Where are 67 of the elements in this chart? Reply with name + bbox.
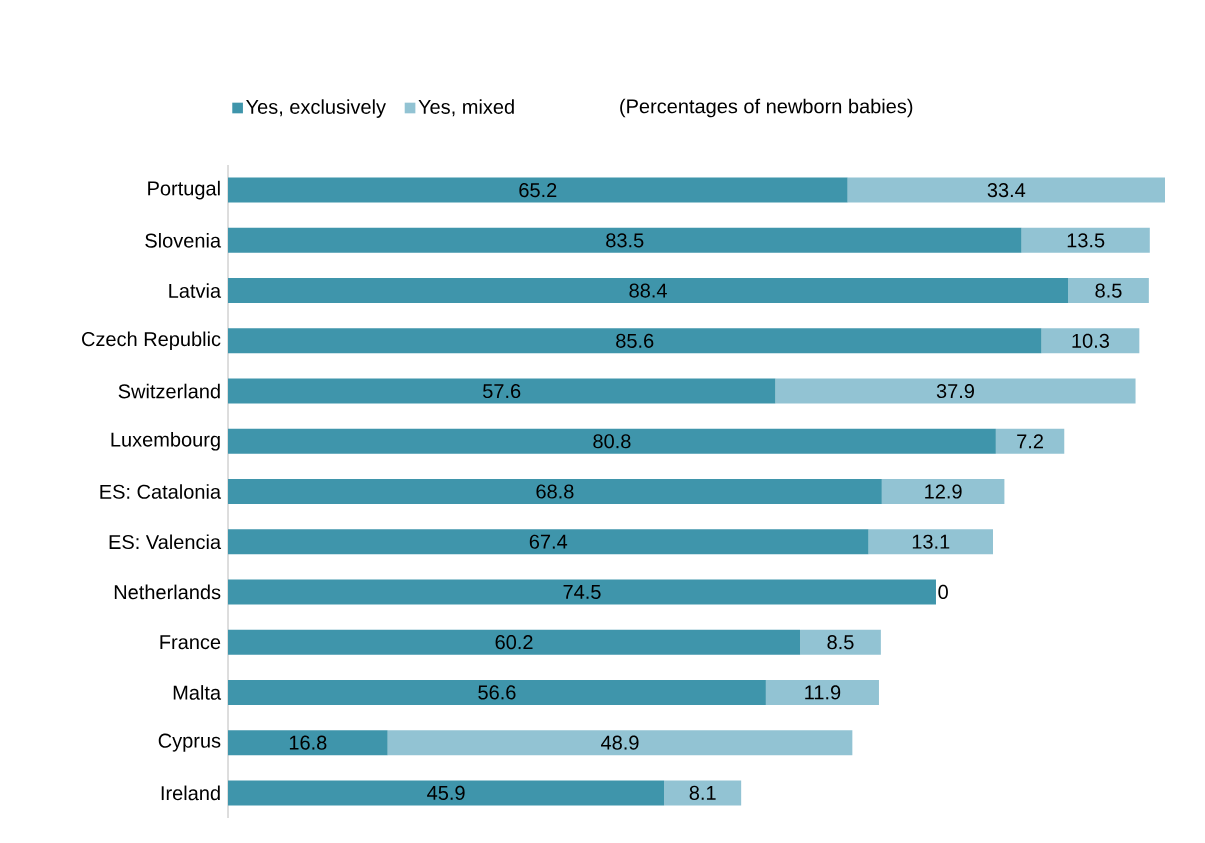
y-tick-label: France [160,635,221,650]
bar [765,679,879,705]
bar [228,378,776,404]
data-label: 48.9 [601,735,639,750]
bar [228,629,801,655]
y-tick-label: Switzerland [118,383,220,399]
bar [228,428,996,454]
y-tick-label: Malta [173,685,222,700]
y-tick-label: Netherlands [114,584,221,600]
bar [847,177,1165,203]
bar [775,378,1136,404]
data-label: 8.1 [689,785,716,800]
y-tick-label: Latvia [169,283,222,298]
data-label: 56.6 [478,685,516,700]
data-label: 85.6 [616,333,654,348]
data-label: 13.1 [912,534,950,549]
data-label: 65.2 [519,183,557,198]
data-label: 68.8 [536,484,574,499]
bar [1041,328,1140,354]
data-label: 8.5 [827,635,854,650]
data-label: 80.8 [593,434,631,449]
y-tick-label: Ireland [161,785,220,801]
bar [228,177,848,203]
data-label: 37.9 [936,383,974,399]
data-label: 57.6 [483,383,521,399]
data-label: 16.8 [289,735,327,750]
data-label: 74.5 [563,584,601,599]
data-label: 45.9 [427,785,465,800]
bar [228,328,1042,354]
data-label: 11.9 [805,685,841,700]
bar [228,780,665,806]
y-tick-label: Czech Republic [82,331,221,351]
bar [228,730,388,756]
legend-label: Yes, mixed [418,99,514,117]
y-tick-label: Luxembourg [111,431,220,451]
bar [1068,278,1149,304]
y-tick-label: ES: Valencia [109,534,222,550]
data-label: 67.4 [529,534,568,549]
data-label: 0 [938,584,948,600]
bar [228,227,1022,253]
y-tick-label: Portugal [148,180,220,200]
bar [228,579,936,605]
data-label: 10.3 [1072,333,1109,348]
data-label: 33.4 [987,183,1026,198]
data-label: 7.2 [1017,434,1043,449]
bar [1021,227,1150,253]
bar [228,679,766,705]
data-label: 12.9 [925,484,962,499]
bar [800,629,881,655]
legend-label: Yes, exclusively [246,99,386,118]
bar [664,780,742,806]
bar [228,529,869,555]
data-label: 13.5 [1067,233,1105,248]
bar [868,529,993,555]
data-label: 60.2 [495,635,533,650]
y-tick-label: Slovenia [145,233,222,248]
y-tick-label: Cyprus [158,733,221,752]
data-label: 8.5 [1095,283,1122,298]
data-label: 88.4 [629,283,667,298]
data-label: 83.5 [606,233,644,248]
chart-subtitle: (Percentages of newborn babies) [620,98,913,118]
y-tick-label: ES: Catalonia [100,484,222,499]
bar [881,479,1005,505]
bar [387,730,853,756]
bar [228,479,882,505]
bar [228,278,1069,304]
bar [995,428,1065,454]
